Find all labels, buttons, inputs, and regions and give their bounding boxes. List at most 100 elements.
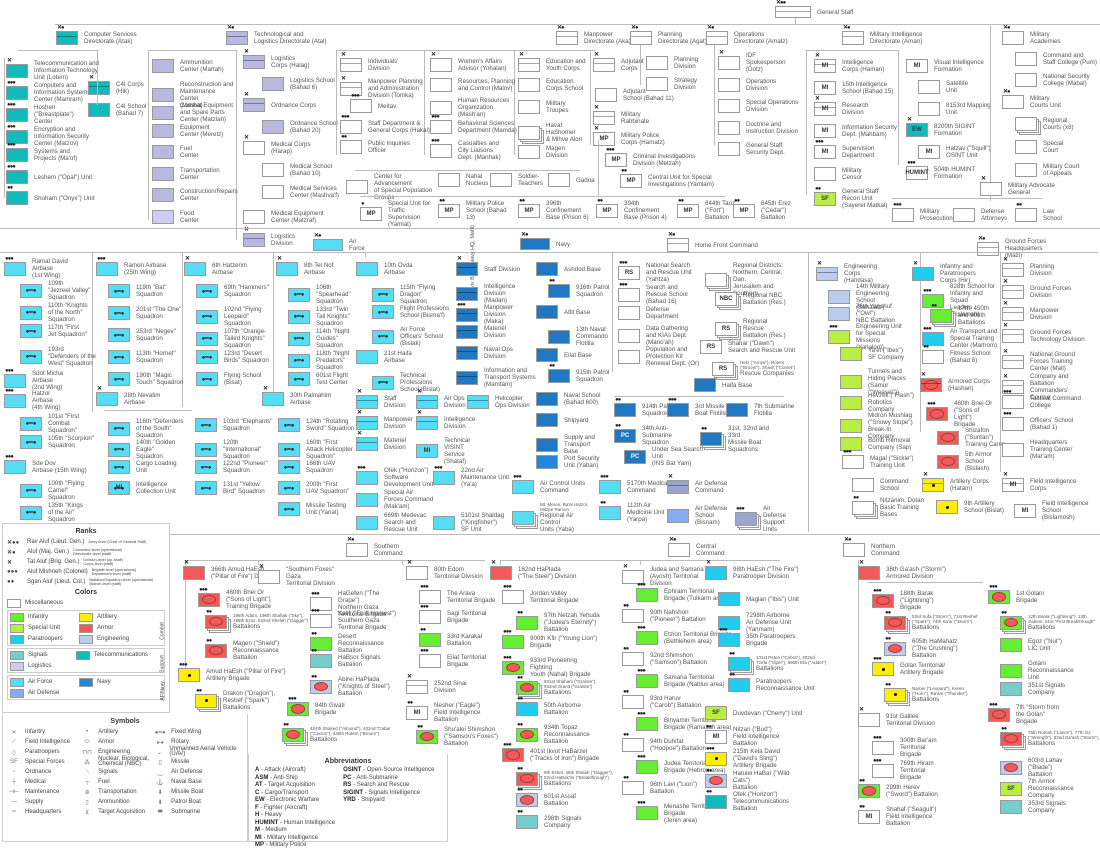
- af-staff-division-node[interactable]: ✕ Staff Division: [356, 389, 424, 409]
- central-command-node[interactable]: ✕● Central Command: [668, 537, 741, 557]
- education-unit-node[interactable]: Military Troupes: [518, 100, 591, 114]
- special-forces-command-node[interactable]: Special Air Forces Command (Mak'am): [356, 489, 434, 510]
- golan-battalions-node[interactable]: ●● Namer ("Leopard"), Keren ("Horn"), Ra'…: [884, 682, 972, 703]
- squadron-node[interactable]: 133rd "Twin Tail Knights" Squadron: [288, 306, 350, 327]
- haifa-base-node[interactable]: Haifa Base: [694, 378, 752, 392]
- ground-forces-node[interactable]: ✕● Ground Forces Headquarters (Mazi): [977, 236, 1060, 259]
- judea-unit-node[interactable]: ●●● Menashe Territorial Brigade (Jenin ar…: [636, 800, 734, 824]
- edom-unit-node[interactable]: ●● 33rd Karakal Battalion: [419, 627, 502, 647]
- southern-command-node[interactable]: ✕● Southern Command: [346, 537, 429, 557]
- edom-unit-node[interactable]: ●●● The Arava Territorial Brigade: [419, 584, 502, 604]
- golan-brigade-node[interactable]: ●●● Golan Territorial/ Artillery Brigade: [872, 656, 950, 676]
- squadron-node[interactable]: 135th "Kings of the Air" Squadron: [20, 502, 83, 523]
- advocate-node[interactable]: ✕ Military Advocate General: [980, 176, 1068, 196]
- judea-unit-node[interactable]: ●● 94th Duhifat ("Hoopoe") Battalion: [622, 732, 720, 752]
- logistics-corps-node[interactable]: ✕ Medical Corps (Harap): [243, 135, 331, 155]
- navy-node[interactable]: ✕● Navy: [520, 232, 570, 250]
- haifa-unit-node[interactable]: PC Under Sea Search Unit (INS Bat Yam): [624, 446, 707, 467]
- engineering-unit-node[interactable]: Hevzek ("Flash") Robotics Company: [840, 392, 916, 413]
- adjutant-unit-node[interactable]: MP ✕ Military Police Corps (Hamatz): [593, 126, 696, 146]
- engineering-unit-node[interactable]: ●●● Magal ("Sickle") Training Unit: [842, 449, 918, 469]
- airbase-node[interactable]: ✕ 28th Nevatim Airbase: [96, 386, 160, 406]
- squadron-node[interactable]: Flight Professions School (Bisma'f): [372, 305, 449, 319]
- naval-unit-node[interactable]: Naval School (Bahad 600): [536, 392, 604, 406]
- squadron-node[interactable]: Cargo Loading Unit: [108, 460, 177, 474]
- central-unit-node[interactable]: ●● Ofek ("Horizon") Telecommunications Ba…: [705, 789, 803, 812]
- medical-command-node[interactable]: ●●● 5170th Medical Command: [599, 474, 672, 494]
- haifa-unit-node[interactable]: 7th Submarine Flotilla: [726, 403, 809, 417]
- af-staff-division-node[interactable]: ✕ Intelligence Division: [416, 410, 484, 430]
- judea-unit-node[interactable]: ●● 92nd Shimshon ("Samson") Battalion: [622, 646, 720, 666]
- givati-brigade-node[interactable]: ●●● 84th Givati Brigade: [287, 696, 360, 716]
- computer-unit-node[interactable]: ●●● Hoshen ("Breastplate") Center: [6, 102, 104, 125]
- courts-node[interactable]: ✕● Military Courts Unit: [1002, 89, 1061, 109]
- armor-unit-node[interactable]: 5th Armor School (Bislash): [937, 451, 1007, 472]
- squadron-node[interactable]: 105th "Scorpion" Squadron: [20, 435, 94, 449]
- battalion-node[interactable]: ●● Magen ("Shield") Reconnaissance Battal…: [205, 638, 303, 661]
- armor-unit-node[interactable]: ✕ Armored Corps (Hashan): [920, 372, 990, 392]
- judea-unit-node[interactable]: ●●● Judea Territorial Brigade (Hebron are…: [636, 754, 734, 774]
- engineering-unit-node[interactable]: Bomb Removal Company (Sap): [840, 437, 916, 451]
- infantry-unit-node[interactable]: ●● Fitness School (Bahad 8): [922, 344, 1000, 364]
- intelligence-unit-node[interactable]: MI Visual Intelligence Formation: [906, 59, 989, 73]
- military-police-node[interactable]: MP ●● Military Police School (Bahad 13): [438, 198, 514, 221]
- shahaf-unit-node[interactable]: MI ●● Shahaf ("Seagull") Field Intelligenc…: [858, 804, 941, 827]
- operations-division-node[interactable]: Doctrine and Instruction Division: [718, 121, 811, 135]
- squadron-node[interactable]: Flying School (Bisat): [196, 372, 261, 386]
- squadron-node[interactable]: 103rd "Elephants" Squadron: [195, 418, 272, 432]
- field-intel-corps-node[interactable]: MI ✕ Field Intelligence Corps: [1002, 472, 1080, 492]
- sinai-division-node[interactable]: ✕ 252nd Sinai Division: [406, 674, 479, 694]
- airbase-node[interactable]: ●●● Hatzor Airbase (4th Wing): [4, 388, 61, 411]
- squadron-node[interactable]: 201st "The One" Squadron: [108, 306, 181, 320]
- education-unit-node[interactable]: Center for Advancement of Special Popula…: [346, 173, 434, 201]
- logistics-directorate-node[interactable]: ✕● Technological and Logistics Directorat…: [226, 25, 327, 45]
- logistics-corps-node[interactable]: Medical School (Bahad 10): [262, 163, 350, 177]
- prosecution-node[interactable]: ●●● Military Prosecution: [892, 202, 953, 222]
- home-front-unit-node[interactable]: ●●● Search and Rescue School (Bahad 16): [618, 282, 701, 305]
- gf-staff-node[interactable]: ●●● Officers' School (Bahad 1): [1002, 411, 1085, 431]
- naval-unit-node[interactable]: Ashdod Base: [536, 262, 604, 276]
- squadron-node[interactable]: Technical Professions School (Bislat): [372, 372, 440, 393]
- airbase-node[interactable]: ●●● Ramon Airbase (25th Wing): [96, 256, 166, 276]
- gaza-unit-node[interactable]: ●●● HaGefen ("The Grape") Northern Gaza T…: [310, 590, 398, 618]
- court-node[interactable]: Military Court of Appeals: [1015, 163, 1079, 177]
- airbase-node[interactable]: ●●● Ramat David Airbase (1st Wing): [4, 256, 68, 279]
- navy-division-node[interactable]: ●●● Manpower Division (Maka): [456, 302, 539, 325]
- haplada-unit-node[interactable]: ●● 97th Netzah Yehuda ("Judea's Eternity"…: [516, 610, 614, 633]
- operations-directorate-node[interactable]: ✕● Operations Directorate (Amatz): [706, 25, 788, 45]
- judea-unit-node[interactable]: ●●● Binyamin Territorial Brigade (Ramalla…: [636, 711, 734, 731]
- air-medicine-node[interactable]: ●● 112th Air Medicine Unit (Yarpa): [599, 500, 672, 523]
- navy-division-node[interactable]: Naval Ops Division: [456, 346, 539, 360]
- storm-unit-node[interactable]: SF 7th Armor Reconnaissance Company: [1000, 778, 1083, 799]
- shualei-unit-node[interactable]: ●● Shu'alei Shimshon ("Samson's Foxes") B…: [416, 724, 504, 747]
- computer-directorate-node[interactable]: ✕● Computer Services Directorate (Atak): [56, 25, 137, 45]
- academies-node[interactable]: ✕● Military Academies: [1002, 25, 1061, 45]
- gf-staff-node[interactable]: ✕ Manpower Division: [1002, 301, 1085, 321]
- air-defense-school-node[interactable]: Air Defense School (Bisnam): [667, 505, 735, 526]
- navy-division-node[interactable]: ✕ Staff Division: [456, 256, 539, 276]
- manpower-division-node[interactable]: ✕ Manpower Planning and Administration Di…: [340, 76, 443, 99]
- paratrooper-unit-node[interactable]: 7298th Airborne Air Defense Unit (Yanmam…: [718, 612, 816, 633]
- airbase-node[interactable]: ●●● Sdot Micha Airbase (2nd Wing): [4, 368, 63, 391]
- squadron-node[interactable]: 122nd "Pioneer" Squadron: [195, 460, 268, 474]
- infantry-unit-node[interactable]: ●●● Air Transport and Special Training Ce…: [922, 326, 1000, 349]
- rescue-companies-node[interactable]: RS Hetz ("Arrow"), Rotem ("Broom"), Shavi…: [712, 360, 795, 377]
- regional-districts-node[interactable]: Regional Districts: Northern, Central, D…: [705, 262, 793, 297]
- adjutant-unit-node[interactable]: ✕ Military Rabbinate: [593, 105, 696, 125]
- central-unit-node[interactable]: MI ●● Nitzan ("Bud") Field Intelligence Ba…: [705, 724, 803, 747]
- manpower-division-node[interactable]: Resources, Planning and Control (Malov): [430, 78, 518, 92]
- central-unit-node[interactable]: ●● Hatulei HaBar ("Wild Cats") Battalion: [705, 768, 803, 791]
- squadron-node[interactable]: 119th "Bat" Squadron: [108, 284, 166, 298]
- gf-staff-node[interactable]: ●●● Tactical Command College: [1002, 389, 1085, 409]
- squadron-node[interactable]: Missile Testing Unit (Yanat): [278, 502, 346, 516]
- armor-unit-node[interactable]: Shizafon ("Suntan") Training Camp: [937, 427, 1007, 448]
- judea-unit-node[interactable]: ●●● Samaria Territorial Brigade (Nablus a…: [636, 668, 734, 688]
- haplada-unit-node[interactable]: ●● 298th Signals Company: [516, 809, 614, 829]
- general-staff-node[interactable]: ✕●● General Staff: [775, 0, 853, 18]
- gaza-unit-node[interactable]: ●● Abirei HaPlada ("Knights of Steel") Ba…: [310, 674, 398, 697]
- squadron-node[interactable]: 101st "First Combat Squadron": [20, 413, 79, 434]
- military-police-node[interactable]: MP ● Special Unit for Traffic Supervision …: [360, 200, 436, 228]
- intelligence-directorate-node[interactable]: ✕● Military Intelligence Directorate (Ama…: [842, 25, 923, 45]
- judea-unit-node[interactable]: ●● 96th Lavi ("Lion") Battalion: [622, 775, 720, 795]
- manpower-division-node[interactable]: ●●● Behavioral Sciences Department (Mamda…: [430, 114, 518, 134]
